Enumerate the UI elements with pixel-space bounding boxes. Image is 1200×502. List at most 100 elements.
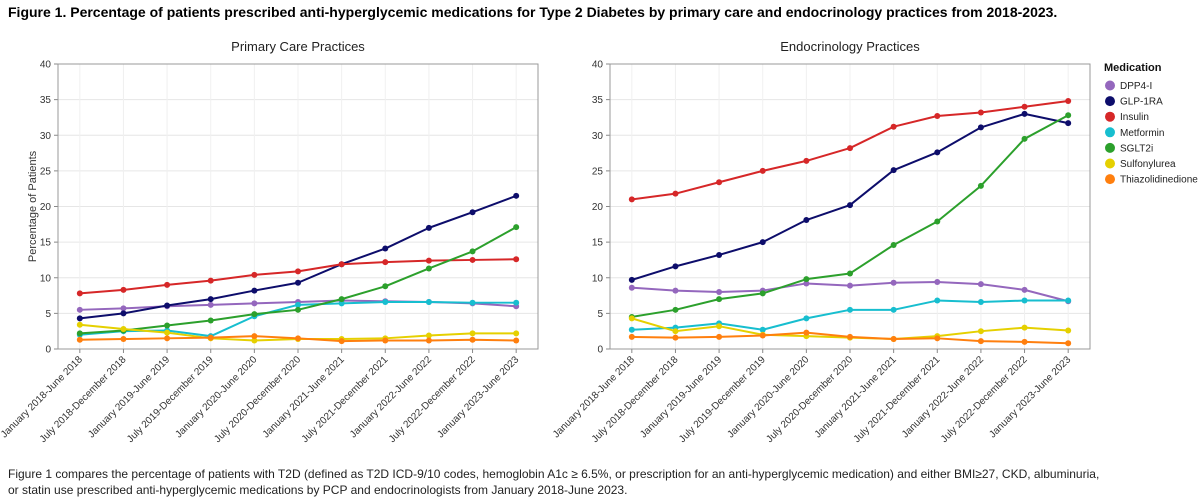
y-tick-label: 20: [40, 202, 52, 213]
data-point: [628, 326, 635, 333]
data-point: [382, 245, 389, 252]
data-point: [1021, 297, 1028, 304]
data-point: [759, 239, 766, 246]
legend-label-thiazolidinedione: Thiazolidinedione: [1120, 175, 1198, 186]
data-point: [469, 248, 476, 255]
legend-swatch-glp-1ra: [1105, 96, 1115, 107]
data-point: [251, 271, 258, 278]
chart-title: Primary Care Practices: [231, 39, 365, 54]
y-tick-label: 25: [592, 166, 604, 177]
x-tick-label: January 2018-June 2018: [551, 354, 637, 440]
y-tick-label: 5: [597, 309, 603, 320]
legend-label-dpp4-i: DPP4-I: [1120, 81, 1152, 92]
legend-label-sulfonylurea: Sulfonylurea: [1120, 159, 1176, 170]
data-point: [934, 279, 941, 286]
y-tick-label: 40: [40, 60, 52, 71]
x-tick-label: July 2022-December 2022: [387, 354, 478, 445]
data-point: [207, 277, 214, 284]
y-tick-label: 30: [40, 131, 52, 142]
data-point: [425, 298, 432, 305]
primary-care-chart: Primary Care Practices 0 5 10 15 20 25 30 35 40 Ja…: [0, 39, 539, 445]
data-point: [1021, 324, 1028, 331]
data-point: [382, 337, 389, 344]
data-point: [120, 310, 127, 317]
legend-title: Medication: [1104, 62, 1162, 74]
x-tick-label: July 2019-December 2019: [677, 354, 768, 445]
chart-title: Endocrinology Practices: [780, 39, 920, 54]
data-point: [207, 296, 214, 303]
data-point: [164, 281, 171, 288]
x-tick-label: January 2020-June 2020: [173, 354, 259, 440]
y-tick-label: 40: [592, 60, 604, 71]
x-tick-label: January 2023-June 2023: [435, 354, 521, 440]
data-point: [628, 333, 635, 340]
x-tick-label: July 2021-December 2021: [852, 354, 943, 445]
data-point: [338, 296, 345, 303]
x-tick-label: January 2022-June 2022: [348, 354, 434, 440]
x-tick-label: July 2020-December 2020: [212, 354, 303, 445]
y-tick-label: 25: [40, 166, 52, 177]
data-point: [1065, 120, 1072, 127]
y-tick-label: 20: [592, 202, 604, 213]
data-point: [1065, 327, 1072, 334]
data-point: [207, 317, 214, 324]
data-point: [977, 298, 984, 305]
y-tick-label: 35: [40, 95, 52, 106]
data-point: [76, 321, 83, 328]
data-point: [803, 157, 810, 164]
data-point: [847, 270, 853, 277]
data-point: [628, 276, 635, 283]
data-point: [716, 333, 723, 340]
x-tick-label: January 2023-June 2023: [987, 354, 1073, 440]
x-tick-label: January 2021-June 2021: [813, 354, 899, 440]
data-point: [76, 306, 83, 313]
data-point: [847, 282, 853, 289]
data-point: [120, 305, 127, 312]
data-point: [803, 217, 810, 224]
caption-line-2: or statin use prescribed anti-hyperglyce…: [8, 483, 628, 497]
data-point: [890, 241, 897, 248]
y-tick-label: 35: [592, 95, 604, 106]
data-point: [164, 329, 171, 336]
legend-swatch-insulin: [1105, 111, 1115, 122]
data-point: [934, 149, 941, 156]
data-point: [759, 332, 766, 339]
legend-swatch-sglt2i: [1105, 142, 1115, 153]
data-point: [425, 337, 432, 344]
data-point: [890, 279, 897, 286]
x-tick-label: January 2022-June 2022: [900, 354, 986, 440]
medication-legend: Medication DPP4-I GLP-1RA Insulin Metformin S…: [1104, 62, 1198, 186]
series-thiazolidinedione: [628, 329, 1072, 347]
data-point: [295, 306, 301, 313]
data-point: [934, 218, 941, 225]
data-point: [513, 299, 520, 306]
data-point: [934, 297, 941, 304]
data-point: [207, 334, 214, 341]
y-tick-label: 30: [592, 131, 604, 142]
y-tick-label: 5: [45, 309, 51, 320]
y-tick-label: 15: [40, 238, 52, 249]
data-point: [716, 179, 723, 186]
legend-swatch-sulfonylurea: [1105, 158, 1115, 169]
data-point: [513, 337, 520, 344]
data-point: [425, 257, 432, 264]
data-point: [934, 113, 941, 120]
data-point: [513, 224, 520, 231]
data-point: [1065, 98, 1072, 105]
data-point: [1065, 112, 1072, 119]
data-point: [628, 284, 635, 291]
endocrinology-chart: Endocrinology Practices 0 5 10 15 20 25 30 35 40 J…: [551, 39, 1091, 445]
data-point: [803, 280, 810, 287]
legend-label-sglt2i: SGLT2i: [1120, 143, 1153, 154]
data-point: [977, 281, 984, 288]
series-insulin: [76, 256, 520, 297]
data-point: [672, 328, 679, 335]
data-point: [207, 301, 214, 308]
data-point: [672, 190, 679, 197]
data-point: [251, 311, 258, 318]
data-point: [847, 306, 853, 313]
legend-swatch-dpp4-i: [1105, 80, 1115, 91]
x-tick-label: January 2019-June 2019: [86, 354, 172, 440]
data-point: [890, 306, 897, 313]
